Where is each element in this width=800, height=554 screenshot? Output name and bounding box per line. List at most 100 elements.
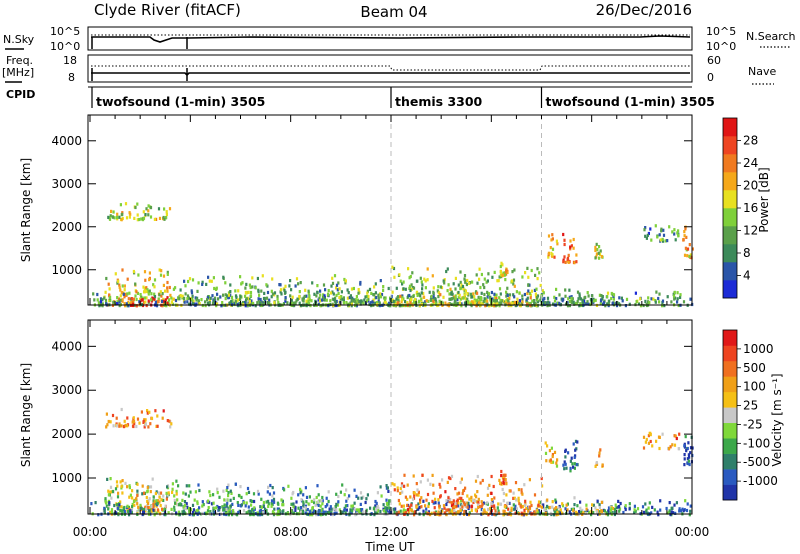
range-gate-cell <box>157 297 160 301</box>
range-gate-cell <box>439 293 442 297</box>
range-gate-cell <box>647 434 650 438</box>
range-gate-cell <box>270 295 273 299</box>
range-gate-cell <box>359 502 362 506</box>
range-gate-cell <box>362 495 365 499</box>
range-gate-cell <box>384 296 387 300</box>
range-gate-cell <box>559 508 562 512</box>
range-gate-cell <box>504 273 507 277</box>
range-gate-cell <box>598 503 601 507</box>
range-gate-cell <box>603 509 606 513</box>
range-gate-cell <box>339 490 342 494</box>
range-gate-cell <box>290 298 293 302</box>
range-gate-cell <box>172 297 175 301</box>
range-gate-cell <box>461 505 464 509</box>
range-gate-cell <box>429 298 432 302</box>
range-gate-cell <box>143 290 146 294</box>
range-gate-cell <box>585 507 588 511</box>
range-gate-cell <box>320 508 323 512</box>
range-gate-cell <box>313 292 316 296</box>
range-gate-cell <box>579 297 583 301</box>
range-gate-cell <box>624 505 627 510</box>
range-gate-cell <box>260 300 264 304</box>
range-gate-cell <box>141 298 144 302</box>
range-gate-cell <box>359 491 363 495</box>
range-gate-cell <box>460 304 463 308</box>
range-gate-cell <box>112 300 115 304</box>
range-gate-cell <box>496 279 499 283</box>
range-gate-cell <box>562 260 565 264</box>
range-gate-cell <box>687 459 690 463</box>
range-gate-cell <box>434 297 437 301</box>
range-gate-cell <box>459 280 462 284</box>
range-gate-cell <box>209 510 212 514</box>
range-gate-cell <box>475 273 478 277</box>
range-gate-cell <box>183 500 187 504</box>
range-gate-cell <box>668 501 671 505</box>
range-gate-cell <box>127 505 130 509</box>
range-gate-cell <box>453 509 456 513</box>
range-gate-cell <box>267 301 270 305</box>
range-gate-cell <box>146 409 149 413</box>
range-gate-cell <box>152 508 155 512</box>
range-gate-cell <box>121 268 124 272</box>
range-gate-cell <box>337 494 340 499</box>
range-gate-cell <box>409 288 412 293</box>
range-gate-cell <box>156 424 159 428</box>
range-gate-cell <box>666 239 669 243</box>
range-gate-cell <box>498 287 502 291</box>
range-gate-cell <box>618 509 621 513</box>
range-gate-cell <box>138 217 141 222</box>
range-gate-cell <box>392 266 396 271</box>
nave-trace <box>91 65 690 71</box>
range-gate-cell <box>131 300 134 304</box>
range-gate-cell <box>260 505 263 509</box>
range-gate-cell <box>118 503 121 507</box>
range-gate-cell <box>689 509 692 513</box>
range-gate-cell <box>644 234 647 238</box>
range-gate-cell <box>419 276 422 280</box>
range-gate-cell <box>170 300 173 304</box>
range-gate-cell <box>266 490 269 494</box>
range-gate-cell <box>510 279 513 283</box>
range-gate-cell <box>536 296 539 300</box>
range-gate-cell <box>126 292 129 296</box>
range-gate-cell <box>126 416 129 420</box>
range-gate-cell <box>140 410 143 414</box>
range-gate-cell <box>226 506 229 510</box>
range-gate-cell <box>208 490 211 494</box>
range-gate-cell <box>563 255 566 259</box>
range-gate-cell <box>624 304 627 308</box>
range-gate-cell <box>457 290 460 295</box>
range-gate-cell <box>520 488 523 492</box>
range-gate-cell <box>569 466 572 470</box>
range-gate-cell <box>486 493 489 497</box>
range-gate-cell <box>439 485 442 489</box>
range-gate-cell <box>364 295 367 299</box>
range-gate-cell <box>621 299 624 303</box>
range-gate-cell <box>683 463 686 467</box>
range-gate-cell <box>635 300 638 304</box>
range-gate-cell <box>159 504 162 508</box>
range-gate-cell <box>576 302 579 306</box>
range-gate-cell <box>307 291 310 295</box>
range-gate-cell <box>400 304 403 308</box>
range-gate-cell <box>103 506 106 510</box>
range-gate-cell <box>561 502 564 506</box>
range-gate-cell <box>105 276 108 281</box>
range-gate-cell <box>273 293 276 297</box>
range-gate-cell <box>155 511 158 515</box>
range-gate-cell <box>606 295 609 299</box>
range-gate-cell <box>542 298 545 302</box>
range-gate-cell <box>555 239 558 243</box>
range-gate-cell <box>365 299 369 303</box>
range-gate-cell <box>215 287 218 291</box>
range-gate-cell <box>297 282 300 286</box>
range-gate-cell <box>351 504 355 508</box>
range-gate-cell <box>528 505 531 509</box>
range-gate-cell <box>410 511 413 515</box>
range-gate-cell <box>624 507 627 512</box>
range-gate-cell <box>595 462 599 466</box>
range-gate-cell <box>170 507 173 511</box>
range-gate-cell <box>322 293 325 297</box>
range-gate-cell <box>549 246 552 250</box>
